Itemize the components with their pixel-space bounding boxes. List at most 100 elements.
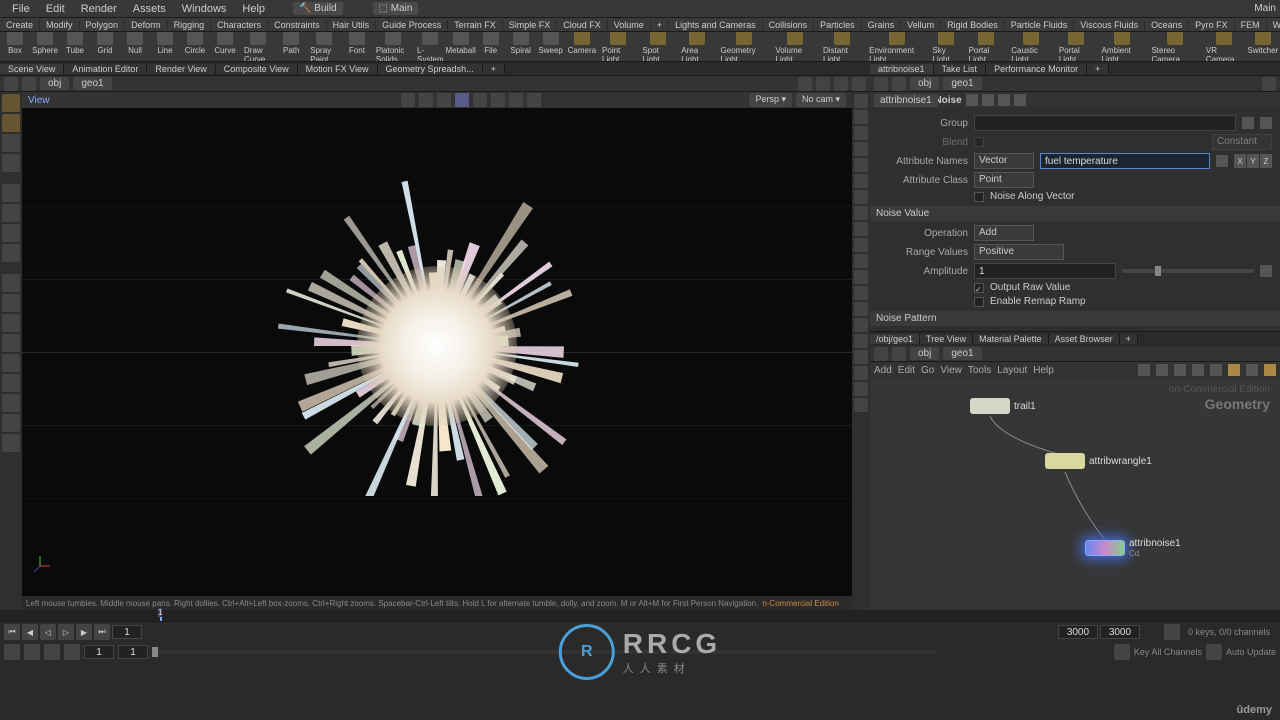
shelf-tab[interactable]: FEM bbox=[1235, 20, 1267, 30]
shelf-tab[interactable]: Rigging bbox=[168, 20, 212, 30]
node-attribnoise[interactable]: attribnoise1 Cd bbox=[1085, 538, 1181, 558]
shelf-tool[interactable]: Curve bbox=[210, 32, 240, 62]
amplitude-slider[interactable] bbox=[1122, 269, 1254, 273]
net-tool-icon[interactable] bbox=[1138, 364, 1150, 376]
menu-render[interactable]: Render bbox=[73, 3, 125, 15]
shelf-tool[interactable]: Portal Light bbox=[1055, 32, 1098, 62]
group-picker-icon[interactable] bbox=[1242, 117, 1254, 129]
shelf-tab[interactable]: Cloud FX bbox=[557, 20, 608, 30]
light-icon[interactable] bbox=[2, 224, 20, 242]
tab-material-palette[interactable]: Material Palette bbox=[973, 334, 1049, 344]
output-raw-checkbox[interactable] bbox=[974, 283, 984, 293]
attribute-names-field[interactable] bbox=[1040, 153, 1210, 169]
display-icon[interactable] bbox=[854, 142, 868, 156]
shelf-tool[interactable]: Portal Light bbox=[965, 32, 1008, 62]
net-tool-icon[interactable] bbox=[1228, 364, 1240, 376]
path-obj[interactable]: obj bbox=[910, 77, 939, 90]
blend-mode-dropdown[interactable]: Constant bbox=[1212, 134, 1272, 150]
shelf-tab[interactable]: Simple FX bbox=[503, 20, 558, 30]
view-tool-icon[interactable] bbox=[491, 93, 505, 107]
menu-assets[interactable]: Assets bbox=[125, 3, 174, 15]
section-noise-pattern[interactable]: Noise Pattern bbox=[870, 311, 1280, 326]
node-trail[interactable]: trail1 bbox=[970, 398, 1036, 414]
tab-params[interactable]: attribnoise1 bbox=[870, 64, 934, 74]
display-icon[interactable] bbox=[854, 366, 868, 380]
tab-takelist[interactable]: Take List bbox=[934, 64, 987, 74]
display-icon[interactable] bbox=[854, 270, 868, 284]
shelf-tab[interactable]: Modify bbox=[40, 20, 80, 30]
tab-add-icon[interactable]: + bbox=[483, 64, 505, 74]
tab-add-icon[interactable]: + bbox=[1120, 334, 1138, 344]
tool-icon[interactable] bbox=[2, 314, 20, 332]
display-icon[interactable] bbox=[854, 350, 868, 364]
path-obj[interactable]: obj bbox=[40, 77, 69, 90]
paint-icon[interactable] bbox=[2, 244, 20, 262]
shelf-tool[interactable]: Ambient Light bbox=[1098, 32, 1148, 62]
shelf-tab[interactable]: Rigid Bodies bbox=[941, 20, 1005, 30]
shelf-tab[interactable]: Oceans bbox=[1145, 20, 1189, 30]
blend-checkbox[interactable] bbox=[974, 137, 984, 147]
viewport-3d[interactable] bbox=[22, 108, 852, 596]
node-name-field[interactable]: attribnoise1 bbox=[874, 94, 938, 107]
path-geo[interactable]: geo1 bbox=[943, 77, 981, 90]
shelf-tool[interactable]: Draw Curve bbox=[240, 32, 276, 62]
play-reverse-icon[interactable]: ◁ bbox=[40, 624, 56, 640]
help-icon[interactable] bbox=[998, 94, 1010, 106]
display-icon[interactable] bbox=[854, 238, 868, 252]
net-menu-view[interactable]: View bbox=[940, 365, 962, 376]
view-tool-icon[interactable] bbox=[473, 93, 487, 107]
attr-type-dropdown[interactable]: Vector bbox=[974, 153, 1034, 169]
tool-icon[interactable] bbox=[2, 354, 20, 372]
shelf-tool[interactable]: Box bbox=[0, 32, 30, 62]
tool-icon[interactable] bbox=[2, 394, 20, 412]
tab-scene-view[interactable]: Scene View bbox=[0, 64, 64, 74]
tab-composite[interactable]: Composite View bbox=[216, 64, 298, 74]
tab-asset-browser[interactable]: Asset Browser bbox=[1049, 334, 1120, 344]
scrubber[interactable] bbox=[152, 650, 936, 654]
shelf-tool[interactable]: Null bbox=[120, 32, 150, 62]
cook-icon[interactable] bbox=[1206, 644, 1222, 660]
shelf-tool[interactable]: Path bbox=[276, 32, 306, 62]
shelf-tab[interactable]: Particle Fluids bbox=[1005, 20, 1075, 30]
net-menu-layout[interactable]: Layout bbox=[997, 365, 1027, 376]
tool-icon[interactable] bbox=[2, 434, 20, 452]
next-frame-icon[interactable]: ▶ bbox=[76, 624, 92, 640]
desktop-right[interactable]: Main bbox=[1254, 3, 1276, 14]
display-icon[interactable] bbox=[854, 334, 868, 348]
shelf-tool[interactable]: Line bbox=[150, 32, 180, 62]
net-tool-icon[interactable] bbox=[1210, 364, 1222, 376]
shelf-tool[interactable]: File bbox=[476, 32, 506, 62]
network-path-tab[interactable]: /obj/geo1 bbox=[870, 334, 920, 344]
net-menu-go[interactable]: Go bbox=[921, 365, 934, 376]
tool-icon[interactable] bbox=[2, 374, 20, 392]
view-tool-icon[interactable] bbox=[437, 93, 451, 107]
ladder-icon[interactable] bbox=[1260, 265, 1272, 277]
shelf-tool[interactable]: Font bbox=[342, 32, 372, 62]
shelf-tool[interactable]: Distant Light bbox=[819, 32, 865, 62]
xyz-toggle[interactable]: XYZ bbox=[1234, 154, 1272, 168]
info-icon[interactable] bbox=[1014, 94, 1026, 106]
display-icon[interactable] bbox=[854, 286, 868, 300]
tab-add-icon[interactable]: + bbox=[1087, 64, 1109, 74]
shelf-tool[interactable]: Grid bbox=[90, 32, 120, 62]
snapshot-icon[interactable] bbox=[509, 93, 523, 107]
key-icon[interactable] bbox=[1164, 624, 1180, 640]
pointer-icon[interactable] bbox=[2, 184, 20, 202]
net-menu-edit[interactable]: Edit bbox=[898, 365, 915, 376]
loop-icon[interactable] bbox=[24, 644, 40, 660]
timeline-track[interactable]: 1 bbox=[0, 610, 1280, 622]
tab-render[interactable]: Render View bbox=[147, 64, 215, 74]
tool-icon[interactable] bbox=[2, 334, 20, 352]
path-obj[interactable]: obj bbox=[910, 347, 939, 360]
net-tool-icon[interactable] bbox=[1156, 364, 1168, 376]
tab-tree-view[interactable]: Tree View bbox=[920, 334, 973, 344]
link-icon[interactable] bbox=[816, 77, 830, 91]
realtime-icon[interactable] bbox=[4, 644, 20, 660]
back-icon[interactable] bbox=[4, 77, 18, 91]
display-icon[interactable] bbox=[854, 190, 868, 204]
shelf-tab[interactable]: Collisions bbox=[763, 20, 815, 30]
brush-tool-icon[interactable] bbox=[2, 134, 20, 152]
display-icon[interactable] bbox=[854, 110, 868, 124]
view-tool-icon[interactable] bbox=[401, 93, 415, 107]
amplitude-field[interactable] bbox=[974, 263, 1116, 279]
